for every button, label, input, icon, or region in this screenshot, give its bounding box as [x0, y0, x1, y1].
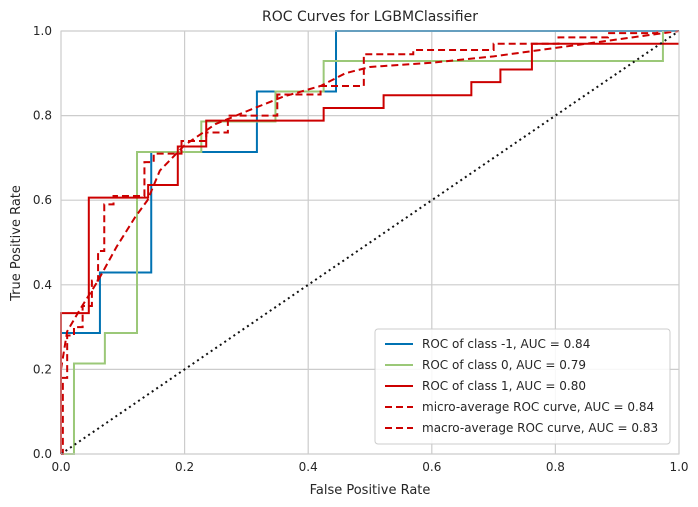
y-tick-label: 0.6	[33, 193, 52, 207]
x-tick-label: 0.6	[422, 460, 441, 474]
legend-entry-label: ROC of class -1, AUC = 0.84	[422, 337, 590, 351]
x-tick-label: 0.8	[546, 460, 565, 474]
y-tick-label: 0.2	[33, 362, 52, 376]
legend-entry-label: micro-average ROC curve, AUC = 0.84	[422, 400, 654, 414]
y-axis-label: True Positive Rate	[9, 185, 24, 302]
chance-diagonal-line	[60, 30, 680, 455]
x-tick-label: 0.4	[299, 460, 318, 474]
plot-frame	[60, 30, 680, 455]
x-tick-label: 0.0	[51, 460, 70, 474]
legend-entry-label: macro-average ROC curve, AUC = 0.83	[422, 421, 658, 435]
legend-entry-label: ROC of class 0, AUC = 0.79	[422, 358, 586, 372]
x-tick-label: 1.0	[669, 460, 688, 474]
y-tick-label: 0.4	[33, 278, 52, 292]
series-line-4	[60, 30, 680, 370]
series-line-2	[60, 42, 679, 454]
legend-box	[374, 328, 671, 445]
series-line-1	[61, 31, 664, 455]
x-tick-label: 0.2	[175, 460, 194, 474]
series-layer	[60, 30, 680, 455]
chart-title: ROC Curves for LGBMClassifier	[262, 9, 478, 25]
y-tick-label: 0.8	[33, 109, 52, 123]
y-tick-label: 1.0	[33, 24, 52, 38]
y-tick-label: 0.0	[33, 447, 52, 461]
legend-entry-label: ROC of class 1, AUC = 0.80	[422, 379, 586, 393]
series-line-3	[61, 31, 659, 455]
x-axis-label: False Positive Rate	[310, 483, 431, 498]
tick-labels: 0.0 0.2 0.4 0.6 0.8 1.0 0.0 0.2 0.4 0.6 0.8 1.0	[33, 24, 689, 474]
legend: ROC of class -1, AUC = 0.84 ROC of class …	[374, 328, 671, 445]
